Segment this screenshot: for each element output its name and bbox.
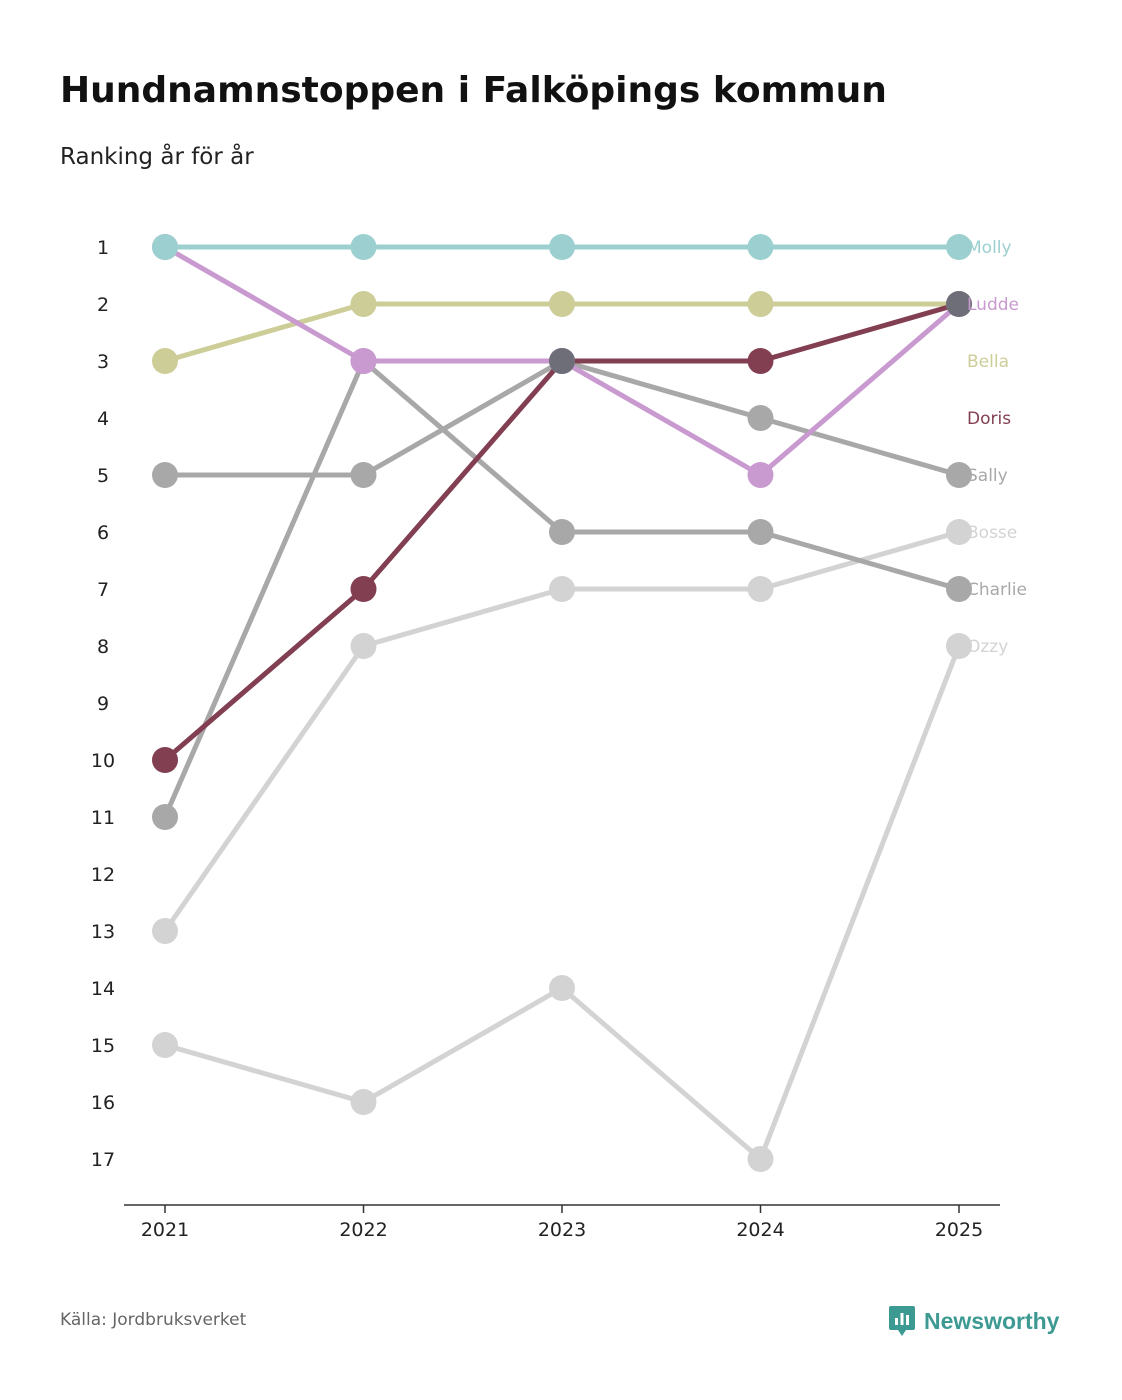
point-ozzy-2025[interactable]	[946, 633, 972, 659]
series-points	[152, 234, 972, 1172]
y-tick-8: 8	[97, 636, 109, 658]
point-ozzy-2023[interactable]	[549, 975, 575, 1001]
brand-logo[interactable]: Newsworthy	[888, 1304, 1059, 1338]
end-label-molly: Molly	[967, 238, 1012, 258]
x-tick-2021: 2021	[141, 1219, 189, 1241]
point-molly-2021[interactable]	[152, 234, 178, 260]
y-tick-16: 16	[91, 1092, 115, 1114]
x-tick-2022: 2022	[339, 1219, 387, 1241]
y-tick-15: 15	[91, 1035, 115, 1057]
point-molly-2022[interactable]	[350, 234, 377, 260]
y-tick-17: 17	[91, 1149, 115, 1171]
y-tick-2: 2	[97, 294, 109, 316]
series-end-labels: Ozzy Bosse Charlie Sally Bella Ludde Doris Moll…	[967, 238, 1027, 657]
point-ozzy-2022[interactable]	[350, 1089, 377, 1115]
point-bosse-2025[interactable]	[946, 519, 972, 545]
point-bosse-2022[interactable]	[350, 633, 377, 659]
chart-badge-icon	[889, 1306, 915, 1336]
end-label-ludde: Ludde	[967, 295, 1019, 315]
y-tick-9: 9	[97, 693, 109, 715]
chart-title: Hundnamnstoppen i Falköpings kommun	[60, 70, 887, 111]
point-bosse-2024[interactable]	[747, 576, 774, 602]
point-molly-2024[interactable]	[747, 234, 774, 260]
chart-subtitle: Ranking år för år	[60, 144, 254, 170]
y-tick-7: 7	[97, 579, 109, 601]
x-axis: 2021 2022 2023 2024 2025	[124, 1204, 1000, 1241]
point-charlie-2024[interactable]	[747, 519, 774, 545]
point-bella-2023[interactable]	[549, 291, 575, 317]
series-line-sally[interactable]	[162, 358, 962, 478]
x-tick-2024: 2024	[736, 1219, 784, 1241]
point-charlie-2025[interactable]	[946, 576, 972, 602]
point-doris-2024[interactable]	[747, 348, 774, 374]
end-label-ozzy: Ozzy	[967, 637, 1008, 657]
source-note: Källa: Jordbruksverket	[60, 1310, 247, 1330]
end-label-bosse: Bosse	[967, 523, 1017, 543]
y-tick-3: 3	[97, 351, 109, 373]
end-label-sally: Sally	[967, 466, 1008, 486]
point-doris-2023[interactable]	[549, 348, 575, 374]
point-sally-2021[interactable]	[152, 462, 178, 488]
point-doris-2022[interactable]	[350, 576, 377, 602]
x-tick-2025: 2025	[935, 1219, 983, 1241]
end-label-doris: Doris	[967, 409, 1011, 429]
point-bella-2024[interactable]	[747, 291, 774, 317]
end-label-bella: Bella	[967, 352, 1009, 372]
end-label-charlie: Charlie	[967, 580, 1027, 600]
point-bosse-2021[interactable]	[152, 918, 178, 944]
x-tick-2023: 2023	[538, 1219, 586, 1241]
point-doris-2021[interactable]	[152, 747, 178, 773]
point-charlie-2023[interactable]	[549, 519, 575, 545]
y-tick-11: 11	[91, 807, 115, 829]
point-molly-2023[interactable]	[549, 234, 575, 260]
brand-name: Newsworthy	[924, 1307, 1060, 1334]
y-tick-12: 12	[91, 864, 115, 886]
series-lines	[162, 244, 962, 1162]
series-line-ozzy[interactable]	[162, 643, 962, 1162]
point-doris-2025[interactable]	[946, 291, 972, 317]
y-tick-5: 5	[97, 465, 109, 487]
y-tick-10: 10	[91, 750, 115, 772]
y-tick-13: 13	[91, 921, 115, 943]
y-tick-14: 14	[91, 978, 115, 1000]
point-sally-2022[interactable]	[350, 462, 377, 488]
y-tick-4: 4	[97, 408, 109, 430]
y-tick-6: 6	[97, 522, 109, 544]
point-ozzy-2024[interactable]	[747, 1146, 774, 1172]
point-bosse-2023[interactable]	[549, 576, 575, 602]
point-ozzy-2021[interactable]	[152, 1032, 178, 1058]
point-sally-2024[interactable]	[747, 405, 774, 431]
point-charlie-2021[interactable]	[152, 804, 178, 830]
point-sally-2025[interactable]	[946, 462, 972, 488]
point-molly-2025[interactable]	[946, 234, 972, 260]
y-tick-1: 1	[97, 237, 109, 259]
point-ludde-2024[interactable]	[747, 462, 774, 488]
point-bella-2021[interactable]	[152, 348, 178, 374]
point-bella-2022[interactable]	[350, 291, 377, 317]
point-ludde-2022[interactable]	[350, 348, 377, 374]
